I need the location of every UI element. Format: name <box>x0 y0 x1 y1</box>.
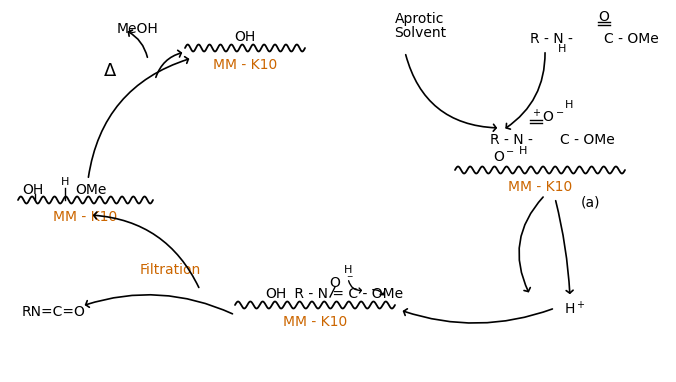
Text: O$^-$: O$^-$ <box>493 150 515 164</box>
Text: MeOH: MeOH <box>117 22 159 36</box>
Text: MM - K10: MM - K10 <box>53 210 117 224</box>
Text: $^-$: $^-$ <box>345 274 354 284</box>
Text: OH: OH <box>265 287 286 301</box>
Text: O: O <box>598 10 610 24</box>
Text: Δ: Δ <box>104 62 116 80</box>
Text: Filtration: Filtration <box>139 263 201 277</box>
Text: MM - K10: MM - K10 <box>213 58 277 72</box>
Text: C - OMe: C - OMe <box>604 32 658 46</box>
Text: $^+$O$^-$: $^+$O$^-$ <box>530 108 564 125</box>
Text: OH: OH <box>22 183 43 197</box>
Text: Solvent: Solvent <box>394 26 446 40</box>
Text: H: H <box>344 265 352 275</box>
Text: H: H <box>518 146 527 156</box>
Text: R - N -: R - N - <box>530 32 573 46</box>
Text: H$^+$: H$^+$ <box>564 300 585 317</box>
Text: OH: OH <box>235 30 256 44</box>
Text: H: H <box>61 177 69 187</box>
Text: MM - K10: MM - K10 <box>508 180 572 194</box>
Text: C - OMe: C - OMe <box>560 133 614 147</box>
Text: OMe: OMe <box>75 183 106 197</box>
Text: H: H <box>565 100 573 110</box>
Text: (a): (a) <box>580 195 600 209</box>
Text: O: O <box>330 276 341 290</box>
Text: H: H <box>558 44 566 54</box>
Text: R - N = C - OMe: R - N = C - OMe <box>290 287 403 301</box>
Text: R - N -: R - N - <box>490 133 533 147</box>
Text: Aprotic: Aprotic <box>395 12 445 26</box>
Text: MM - K10: MM - K10 <box>283 315 347 329</box>
Text: RN=C=O: RN=C=O <box>22 305 86 319</box>
